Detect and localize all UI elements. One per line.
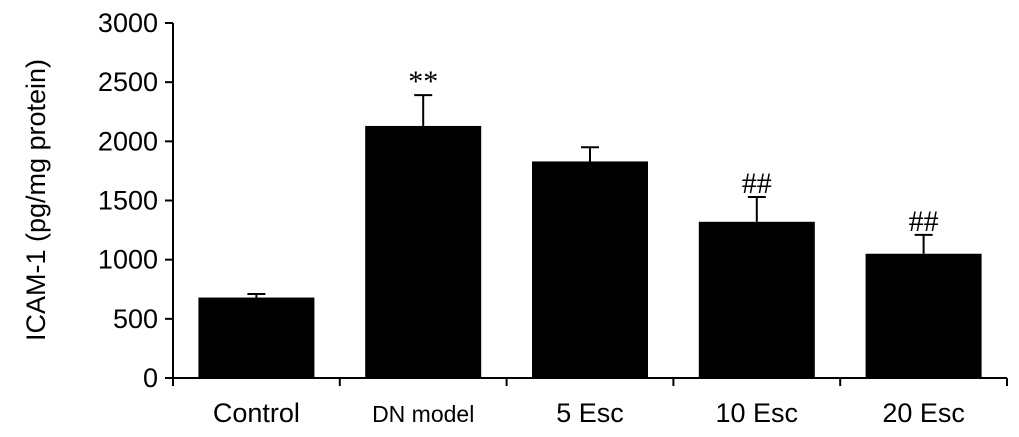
bar-control [198, 297, 315, 378]
bars [198, 94, 982, 378]
y-axis-title: ICAM-1 (pg/mg protein) [21, 59, 51, 341]
y-tick-label: 3000 [98, 8, 158, 38]
x-tick-label: 10 Esc [716, 398, 799, 428]
y-tick-label: 2000 [98, 126, 158, 156]
y-tick-label: 2500 [98, 67, 158, 97]
bar-10-esc [698, 221, 815, 378]
y-tick-label: 1500 [98, 186, 158, 216]
labels: Control ** DN model 5 Esc ## 10 Esc ## 20 Esc [213, 65, 965, 428]
x-tick-label: Control [213, 398, 300, 428]
bar-20-esc [865, 253, 982, 378]
y-tick-label: 0 [143, 363, 158, 393]
significance-marker: ## [909, 205, 939, 238]
x-tick-label: 5 Esc [556, 398, 624, 428]
x-tick-label: DN model [372, 401, 474, 427]
x-tick-label: 20 Esc [882, 398, 965, 428]
y-tick-label: 500 [113, 304, 158, 334]
y-tick-label: 1000 [98, 245, 158, 275]
bar-dn-model [365, 125, 482, 378]
significance-marker: ## [742, 167, 772, 200]
significance-marker: ** [408, 65, 438, 98]
bar-5-esc [532, 161, 648, 378]
